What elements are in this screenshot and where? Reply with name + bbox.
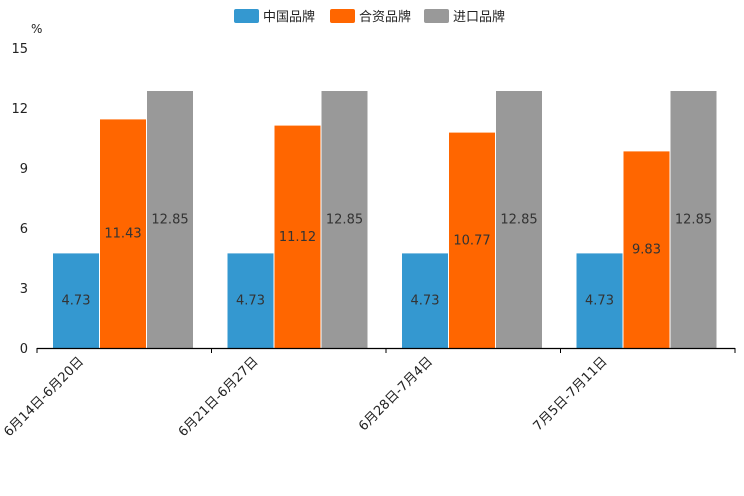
legend-label: 进口品牌 xyxy=(453,9,505,25)
data-label: 12.85 xyxy=(326,213,363,228)
y-tick-label: 15 xyxy=(11,42,28,57)
data-label: 12.85 xyxy=(151,213,188,228)
y-tick-label: 3 xyxy=(20,282,28,297)
bar-3 xyxy=(670,91,717,348)
bar-2 xyxy=(100,119,146,349)
y-tick-label: 6 xyxy=(20,222,28,237)
x-category-label: 6月21日-6月27日 xyxy=(176,354,262,440)
x-axis: 6月14日-6月20日 6月21日-6月27日 6月28日-7月4日 7月5日-7月1… xyxy=(1,347,736,440)
bar-1 xyxy=(53,253,99,348)
legend-label: 合资品牌 xyxy=(359,9,411,25)
bar-2 xyxy=(274,125,321,348)
bar-1 xyxy=(402,253,448,348)
data-label: 12.85 xyxy=(675,213,712,228)
y-axis-unit-label: % xyxy=(31,22,42,36)
x-category-label: 7月5日-7月11日 xyxy=(531,354,611,434)
bar-1 xyxy=(576,253,623,348)
bars: 4.73 11.43 12.85 4.73 11.12 12.85 4.73 10.77 12.… xyxy=(53,91,717,349)
legend-swatch xyxy=(424,9,449,23)
legend: 中国品牌 合资品牌 进口品牌 xyxy=(234,9,505,25)
legend-swatch xyxy=(234,9,259,23)
data-label: 12.85 xyxy=(500,213,537,228)
bar-3 xyxy=(496,91,542,348)
bar-1 xyxy=(227,253,274,348)
data-label: 9.83 xyxy=(632,243,661,258)
bar-3 xyxy=(321,91,368,348)
data-label: 4.73 xyxy=(236,294,265,309)
y-tick-label: 0 xyxy=(20,342,28,357)
bar-3 xyxy=(147,91,193,348)
legend-label: 中国品牌 xyxy=(263,9,315,25)
bar-2 xyxy=(449,132,495,348)
y-tick-label: 12 xyxy=(11,102,28,117)
data-label: 10.77 xyxy=(453,233,490,248)
x-category-label: 6月14日-6月20日 xyxy=(1,354,87,440)
x-category-label: 6月28日-7月4日 xyxy=(356,354,436,434)
y-tick-label: 9 xyxy=(20,162,28,177)
bar-2 xyxy=(623,151,670,348)
data-label: 11.12 xyxy=(279,230,316,245)
legend-swatch xyxy=(330,9,355,23)
y-axis: 0 3 6 9 12 15 xyxy=(11,42,28,357)
data-label: 11.43 xyxy=(104,227,141,242)
data-label: 4.73 xyxy=(411,294,440,309)
data-label: 4.73 xyxy=(62,294,91,309)
data-label: 4.73 xyxy=(585,294,614,309)
